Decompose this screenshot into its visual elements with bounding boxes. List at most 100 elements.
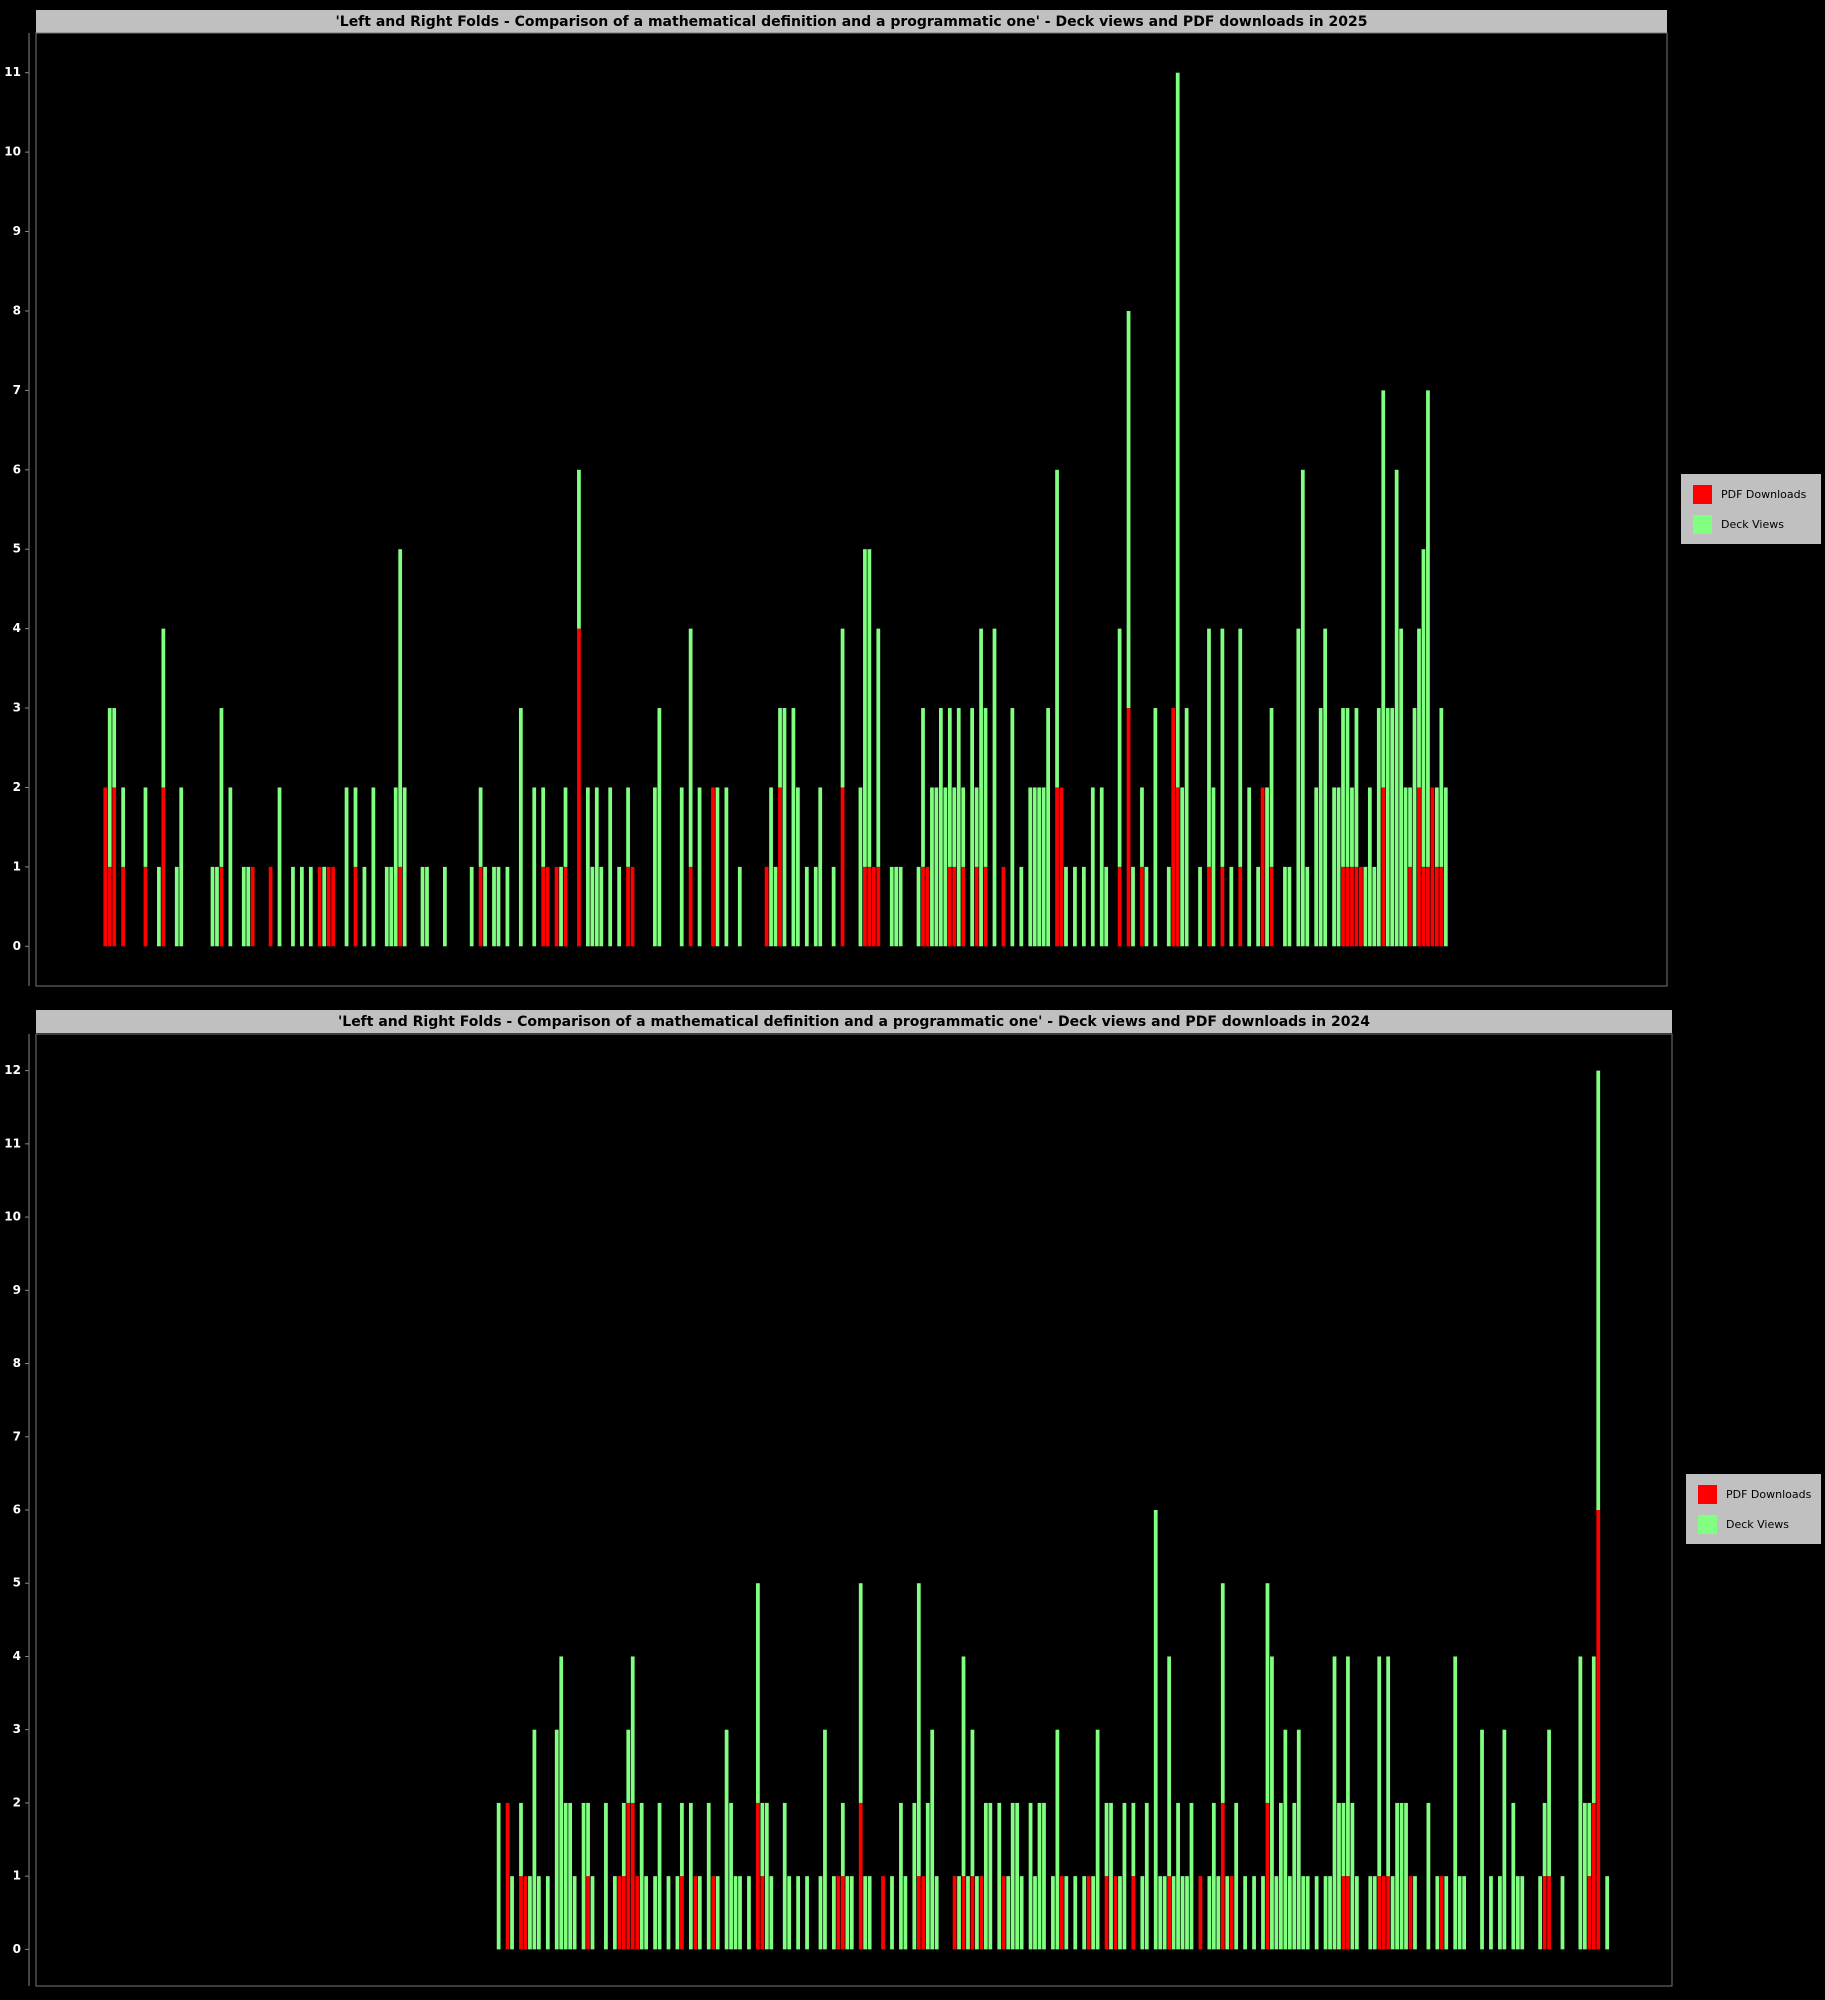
bar-segment — [983, 708, 988, 867]
bar-segment — [1033, 1876, 1037, 1950]
y-tick-label: 8 — [13, 1356, 21, 1370]
bar-segment — [389, 866, 394, 947]
y-tick-label: 6 — [13, 1503, 21, 1517]
bar-segment — [1265, 1802, 1270, 1950]
legend-label: PDF Downloads — [1726, 1488, 1812, 1501]
bar-segment — [1037, 787, 1042, 947]
bar-segment — [1162, 1876, 1167, 1950]
bar-segment — [1386, 1876, 1391, 1950]
bar-segment — [930, 1729, 935, 1950]
bar-segment — [1341, 1802, 1346, 1877]
bar-segment — [867, 866, 872, 947]
bar-segment — [983, 866, 988, 947]
chart-title: 'Left and Right Folds - Comparison of a … — [338, 1014, 1370, 1030]
bar-segment — [961, 1656, 966, 1877]
y-tick-label: 11 — [4, 65, 21, 79]
bar-segment — [805, 1876, 809, 1950]
bar-segment — [997, 1802, 1002, 1950]
y-tick-label: 10 — [4, 145, 21, 159]
bar-segment — [1413, 1876, 1417, 1950]
bar-segment — [675, 1876, 680, 1950]
bar-segment — [666, 1876, 671, 1950]
bar-segment — [1189, 1802, 1194, 1950]
bar-segment — [1381, 787, 1386, 947]
bar-segment — [1042, 1802, 1046, 1950]
bar-segment — [876, 628, 881, 867]
bar-segment — [1126, 708, 1131, 947]
bar-segment — [760, 1802, 765, 1877]
bar-segment — [554, 866, 559, 947]
bar-segment — [747, 1876, 751, 1950]
bar-segment — [1341, 708, 1345, 867]
bar-segment — [1421, 866, 1426, 947]
bar-segment — [532, 787, 537, 947]
bar-segment — [1520, 1876, 1525, 1950]
bar-segment — [1354, 708, 1359, 867]
y-tick-label: 9 — [13, 224, 21, 238]
bar-segment — [1055, 469, 1059, 788]
y-tick-label: 3 — [13, 701, 21, 715]
bar-segment — [107, 866, 112, 947]
bar-segment — [1542, 1802, 1547, 1877]
bar-segment — [992, 628, 997, 947]
bar-segment — [1301, 1876, 1306, 1950]
bar-segment — [112, 787, 117, 947]
bar-segment — [804, 866, 809, 947]
y-tick-label: 1 — [13, 1869, 21, 1883]
bar-segment — [103, 787, 108, 947]
bar-segment — [899, 1802, 903, 1950]
bar-segment — [863, 549, 867, 867]
bar-segment — [1229, 1876, 1234, 1950]
bar-segment — [425, 866, 429, 947]
bar-segment — [653, 1876, 657, 1950]
bar-segment — [1059, 787, 1064, 947]
bar-segment — [1090, 787, 1095, 947]
bar-segment — [1238, 866, 1243, 947]
bar-segment — [1256, 866, 1261, 947]
bar-segment — [353, 866, 358, 947]
bar-segment — [1426, 866, 1430, 947]
bar-segment — [1081, 866, 1086, 947]
bar-segment — [215, 866, 219, 947]
bar-segment — [1341, 866, 1345, 947]
bar-segment — [1591, 1802, 1596, 1950]
bar-segment — [1591, 1656, 1596, 1803]
bar-segment — [1180, 1876, 1185, 1950]
bar-segment — [840, 628, 845, 788]
bar-segment — [693, 1876, 698, 1950]
bar-segment — [1270, 1656, 1274, 1950]
bar-segment — [858, 1802, 863, 1950]
bar-segment — [1489, 1876, 1493, 1950]
bar-segment — [1095, 1729, 1100, 1950]
bar-segment — [1153, 708, 1158, 947]
bar-segment — [697, 1876, 702, 1950]
bar-segment — [1140, 787, 1144, 867]
y-tick-label: 2 — [13, 780, 21, 794]
bar-segment — [818, 1876, 823, 1950]
bar-segment — [1211, 787, 1216, 947]
bar-segment — [903, 1876, 908, 1950]
bar-segment — [1104, 866, 1109, 947]
bar-segment — [769, 1876, 774, 1950]
bar-segment — [845, 1876, 850, 1950]
bar-segment — [635, 1876, 640, 1950]
bar-segment — [1587, 1876, 1592, 1950]
bar-segment — [791, 708, 796, 947]
chart-title: 'Left and Right Folds - Comparison of a … — [335, 14, 1367, 30]
bar-segment — [1390, 708, 1395, 947]
bar-segment — [711, 1876, 716, 1950]
bar-segment — [840, 1876, 845, 1950]
bar-segment — [1412, 708, 1417, 947]
bar-segment — [1408, 1876, 1413, 1950]
bar-segment — [1225, 1876, 1230, 1950]
bar-segment — [1175, 72, 1180, 788]
bar-segment — [523, 1876, 528, 1950]
bar-segment — [157, 866, 161, 947]
y-tick-label: 0 — [13, 1942, 21, 1956]
bar-segment — [1346, 1656, 1350, 1877]
bar-segment — [621, 1876, 626, 1950]
bar-segment — [916, 1583, 921, 1877]
bar-segment — [604, 1802, 608, 1950]
bar-segment — [1104, 1876, 1109, 1950]
bar-segment — [1296, 1729, 1301, 1950]
